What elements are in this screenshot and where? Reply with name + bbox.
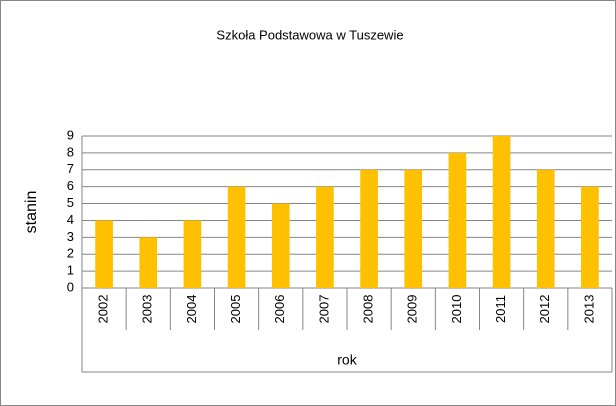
x-tick-label: 2004 bbox=[184, 295, 199, 324]
x-tick-label: 2010 bbox=[449, 295, 464, 324]
bar bbox=[581, 186, 599, 288]
bar bbox=[139, 237, 158, 288]
x-tick-label: 2007 bbox=[316, 295, 331, 324]
x-tick-label: 2005 bbox=[228, 295, 243, 324]
y-tick-label: 8 bbox=[67, 144, 74, 159]
bar bbox=[404, 169, 423, 288]
y-tick-label: 1 bbox=[67, 263, 74, 278]
x-tick-label: 2003 bbox=[140, 295, 155, 324]
y-tick-label: 9 bbox=[67, 127, 74, 142]
x-tick-label: 2012 bbox=[537, 295, 552, 324]
chart-title: Szkoła Podstawowa w Tuszewie bbox=[216, 27, 403, 42]
bar bbox=[316, 186, 334, 288]
y-tick-label: 2 bbox=[67, 246, 74, 261]
y-axis-label: stanin bbox=[23, 191, 40, 234]
x-tick-label: 2013 bbox=[581, 295, 596, 324]
x-tick-label: 2011 bbox=[493, 295, 508, 323]
bar bbox=[536, 169, 555, 288]
y-tick-label: 6 bbox=[67, 178, 74, 193]
x-axis-label: rok bbox=[337, 352, 357, 368]
bar bbox=[227, 186, 246, 288]
bar bbox=[183, 220, 202, 288]
y-tick-label: 3 bbox=[67, 229, 74, 244]
bar bbox=[360, 169, 378, 288]
bar bbox=[95, 220, 113, 288]
y-tick-label: 7 bbox=[67, 161, 74, 176]
x-tick-label: 2006 bbox=[272, 295, 287, 324]
bar bbox=[492, 136, 511, 288]
y-tick-label: 4 bbox=[67, 212, 74, 227]
y-tick-label: 0 bbox=[67, 279, 74, 294]
y-tick-label: 5 bbox=[67, 195, 74, 210]
bar bbox=[448, 152, 467, 288]
bar bbox=[271, 203, 290, 288]
x-tick-label: 2009 bbox=[405, 295, 420, 324]
x-tick-label: 2002 bbox=[96, 295, 111, 324]
x-tick-label: 2008 bbox=[361, 295, 376, 324]
